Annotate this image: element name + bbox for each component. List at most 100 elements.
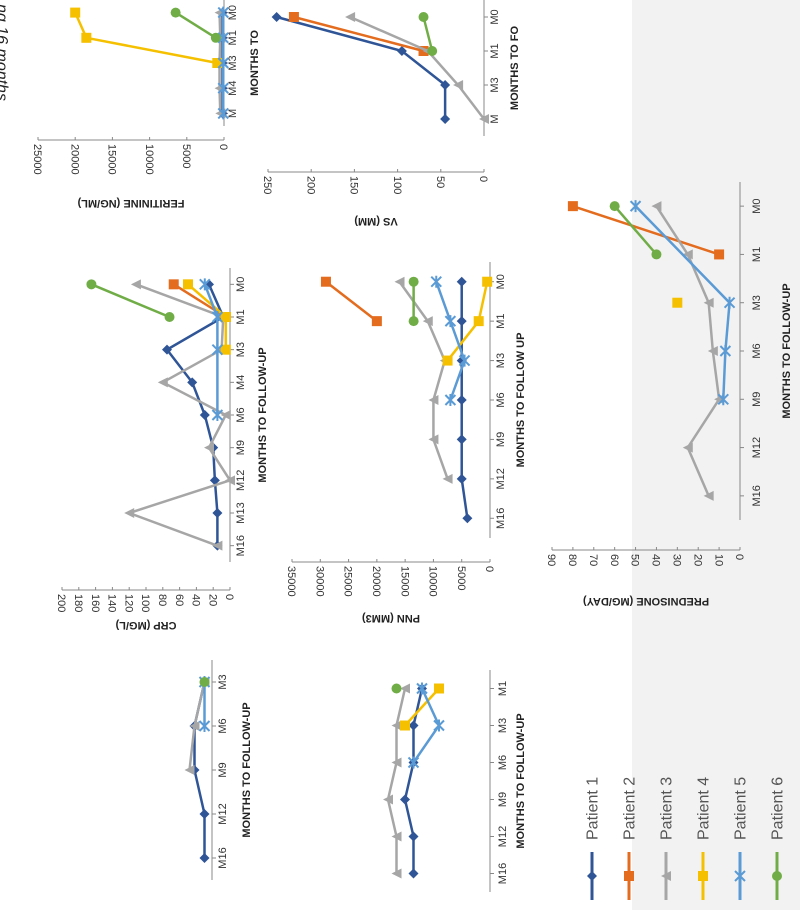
data-point — [217, 31, 229, 44]
x-axis-title: MONTHS TO FOLLOW UP — [515, 333, 527, 468]
value-tick-label: 0 — [217, 144, 229, 150]
data-point — [444, 315, 457, 328]
data-point — [400, 794, 410, 805]
data-point — [609, 201, 620, 212]
data-point — [220, 344, 231, 355]
data-point — [162, 344, 172, 355]
category-label: M3 — [489, 77, 501, 92]
data-point — [199, 809, 210, 819]
value-tick-label: 200 — [304, 176, 316, 194]
value-tick-label: 25000 — [342, 566, 354, 597]
data-point — [723, 296, 736, 309]
series-patient-6 — [418, 12, 438, 56]
data-point — [408, 868, 419, 879]
data-point — [444, 394, 457, 406]
value-tick-label: 35000 — [285, 566, 297, 597]
data-point — [714, 249, 725, 260]
data-point — [703, 490, 714, 501]
data-point — [408, 276, 419, 287]
data-point — [168, 279, 179, 290]
data-point — [124, 508, 135, 518]
data-point — [408, 316, 419, 327]
series-patient-5 — [407, 682, 445, 769]
data-point — [271, 12, 282, 22]
legend-label: Patient 2 — [622, 777, 639, 840]
value-tick-label: 40 — [190, 594, 202, 606]
value-tick-label: 160 — [89, 594, 101, 612]
series-patient-4 — [400, 683, 444, 731]
series-line — [325, 280, 378, 323]
data-point — [458, 354, 471, 367]
data-point — [682, 442, 693, 453]
data-point — [428, 395, 439, 405]
series-patient-4 — [183, 279, 231, 355]
x-axis-title: MONTHS TO FOLLOW-UP — [515, 713, 527, 848]
series-line — [276, 15, 447, 119]
value-tick-label: 0 — [733, 554, 745, 560]
legend-swatch-marker — [734, 870, 746, 882]
data-point — [211, 311, 224, 323]
data-point — [391, 868, 402, 879]
data-point — [383, 794, 393, 805]
series-line — [398, 280, 449, 480]
x-axis-title: MONTHS TO FOLLOW-UP — [241, 702, 253, 837]
series-line — [634, 205, 731, 400]
category-label: M1 — [751, 247, 763, 262]
data-point — [199, 677, 210, 687]
data-point — [288, 12, 299, 22]
category-label: M12 — [497, 826, 509, 847]
category-label: M1 — [497, 681, 509, 696]
chart-vs: 0 50 100 150 200 250 M0 M1 M3 M MONTHS TO FO VS (MM… — [261, 0, 521, 227]
legend-swatch-marker — [772, 871, 782, 881]
series-patient-1 — [271, 12, 451, 124]
series-patient-6 — [86, 279, 175, 322]
data-point — [651, 249, 662, 260]
category-label: M0 — [227, 5, 239, 20]
data-point — [70, 7, 81, 18]
category-label: M9 — [751, 392, 763, 407]
legend-item-patient-2: Patient 2 — [622, 777, 639, 900]
data-point — [427, 46, 438, 56]
data-point — [217, 107, 229, 120]
series-patient-5 — [430, 275, 471, 406]
chart-crp: 0 20 40 60 80 100 120 140 160 180 200 M0 M1 M3 M4 M6 M9 M… — [55, 268, 269, 631]
data-point — [400, 683, 410, 694]
value-tick-label: 150 — [348, 176, 360, 194]
x-axis-title: MONTHS TO FO — [509, 25, 521, 110]
data-point — [187, 377, 198, 388]
category-label: M6 — [495, 392, 507, 407]
data-point — [81, 32, 92, 43]
legend-swatch-marker — [587, 871, 597, 881]
value-tick-label: 250 — [261, 176, 273, 194]
value-tick-label: 100 — [391, 176, 403, 194]
series-line — [386, 688, 407, 874]
value-tick-label: 200 — [55, 594, 67, 612]
data-point — [210, 32, 221, 43]
category-label: M0 — [495, 274, 507, 289]
category-label: M6 — [235, 407, 247, 422]
category-label: M12 — [235, 470, 247, 491]
series-patient-5 — [629, 200, 736, 406]
data-point — [198, 720, 211, 732]
data-point — [320, 276, 331, 287]
legend-label: Patient 1 — [585, 777, 602, 840]
series-patient-1 — [456, 276, 473, 524]
category-label: M1 — [495, 314, 507, 329]
data-point — [707, 346, 718, 356]
value-tick-label: 15000 — [106, 144, 118, 175]
value-tick-label: 20 — [206, 594, 218, 606]
value-tick-label: 0 — [483, 566, 495, 572]
series-line — [90, 283, 171, 319]
data-point — [400, 720, 410, 731]
series-patient-3 — [394, 276, 453, 484]
legend-item-patient-5: Patient 5 — [733, 777, 750, 900]
data-point — [220, 312, 231, 322]
data-point — [428, 434, 439, 445]
value-tick-label: 120 — [122, 594, 134, 612]
data-point — [199, 278, 211, 291]
series-patient-4 — [442, 276, 493, 366]
data-point — [86, 279, 97, 290]
value-tick-label: 80 — [566, 554, 578, 566]
data-point — [482, 276, 493, 287]
